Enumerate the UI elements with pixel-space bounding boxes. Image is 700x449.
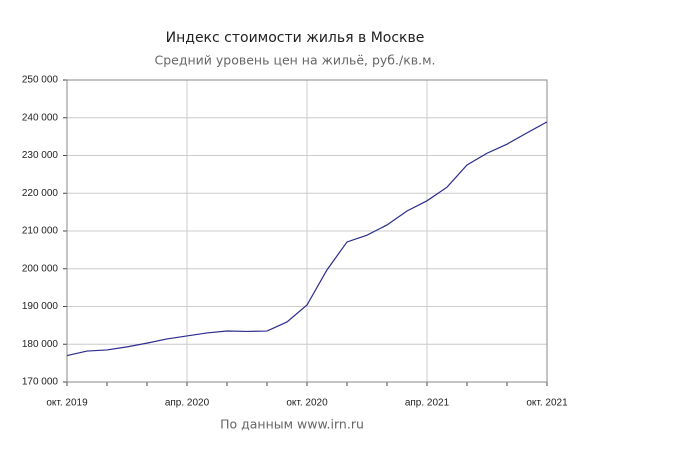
source-note: По данным www.irn.ru (220, 417, 364, 432)
y-tick-label: 200 000 (22, 263, 59, 274)
x-tick-label: окт. 2021 (526, 398, 568, 409)
y-tick-label: 220 000 (22, 188, 59, 199)
y-tick-label: 190 000 (22, 301, 59, 312)
x-tick-label: апр. 2020 (165, 398, 210, 409)
x-tick-label: окт. 2020 (286, 398, 328, 409)
chart-title: Индекс стоимости жилья в Москве (166, 30, 425, 46)
x-tick-label: апр. 2021 (405, 398, 450, 409)
y-tick-label: 230 000 (22, 150, 59, 161)
x-tick-label: окт. 2019 (46, 398, 88, 409)
y-tick-label: 170 000 (22, 377, 59, 388)
chart-subtitle: Средний уровень цен на жильё, руб./кв.м. (155, 53, 436, 68)
y-tick-label: 250 000 (22, 75, 59, 86)
y-tick-label: 240 000 (22, 112, 59, 123)
y-tick-label: 180 000 (22, 339, 59, 350)
data-line (66, 121, 548, 357)
plot-frame (66, 79, 548, 383)
y-tick-label: 210 000 (22, 226, 59, 237)
